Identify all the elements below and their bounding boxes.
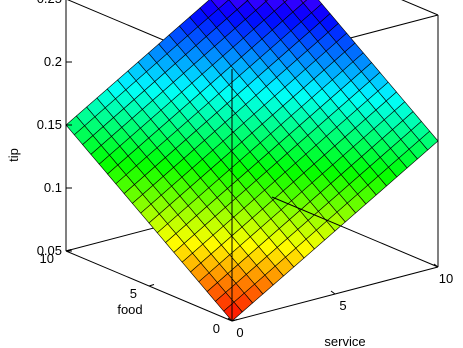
y-tick xyxy=(148,284,155,287)
axis-ticks: 0.05 0.1 0.15 0.2 0.25 0 5 10 0 5 10 xyxy=(37,0,454,340)
box-edge xyxy=(401,0,439,16)
y-tick-label: 5 xyxy=(130,286,137,301)
x-tick-label: 5 xyxy=(339,298,346,313)
x-tick xyxy=(433,263,439,268)
z-tick-label: 0.1 xyxy=(44,180,62,195)
surface-patch xyxy=(282,0,288,3)
x-tick xyxy=(330,290,336,295)
surface-patch xyxy=(300,0,308,4)
x-tick-label: 10 xyxy=(439,271,453,286)
y-tick-label: 10 xyxy=(40,251,54,266)
surface-mesh xyxy=(65,0,439,322)
z-tick-label: 0.15 xyxy=(37,117,62,132)
z-tick-label: 0.2 xyxy=(44,54,62,69)
y-tick-label: 0 xyxy=(213,321,220,336)
surface-patch xyxy=(223,301,243,322)
z-tick-label: 0.05 xyxy=(37,243,62,258)
y-tick xyxy=(231,319,238,322)
x-axis-label: service xyxy=(324,334,365,348)
x-tick xyxy=(227,317,233,322)
box-edge xyxy=(271,196,439,268)
z-axis-label: tip xyxy=(6,148,21,162)
x-tick-label: 0 xyxy=(236,325,243,340)
y-axis-label: food xyxy=(117,302,142,317)
z-tick-label: 0.25 xyxy=(37,0,62,6)
y-tick xyxy=(65,249,72,252)
